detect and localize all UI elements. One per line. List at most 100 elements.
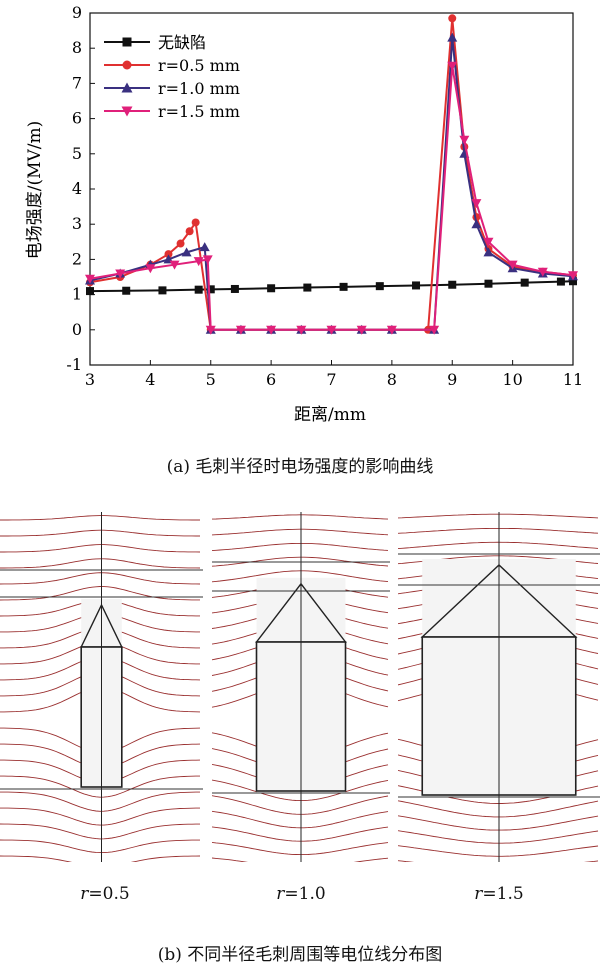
panel-label-r15: r=1.5	[474, 884, 524, 904]
data-point	[267, 284, 276, 293]
data-point	[158, 286, 167, 295]
equipotential-line	[398, 830, 599, 844]
equipotential-line	[212, 528, 389, 536]
data-point	[122, 286, 131, 295]
data-point	[145, 264, 156, 274]
y-tick-label: 3	[72, 214, 82, 233]
x-tick-label: 5	[206, 370, 216, 389]
data-point	[483, 247, 494, 257]
caption-b: (b) 不同半径毛刺周围等电位线分布图	[157, 945, 443, 965]
data-point	[339, 282, 348, 291]
series-3	[85, 61, 578, 335]
y-tick-label: 5	[72, 144, 82, 163]
potential-plot-r05	[0, 512, 203, 862]
data-point	[459, 135, 470, 145]
equipotential-line	[398, 513, 599, 519]
equipotential-line	[212, 795, 389, 815]
legend-entry: r=0.5 mm	[158, 56, 240, 75]
legend-entry: r=1.5 mm	[158, 102, 240, 121]
potential-plot-r15	[398, 512, 600, 862]
data-point	[447, 32, 458, 42]
equipotential-line	[0, 823, 200, 840]
equipotential-line	[398, 800, 599, 818]
equipotential-line	[0, 544, 201, 553]
data-point	[448, 280, 457, 289]
equipotential-line	[212, 826, 389, 842]
data-point	[471, 199, 482, 209]
field-strength-chart: 3 4 5 6 7 8 9 10 11 -1 0 1 2 3 4 5 6 7 8 9 无缺陷 r=0.5 mm r=1.0…	[25, 3, 583, 425]
data-point	[169, 260, 180, 270]
x-tick-label: 9	[447, 370, 457, 389]
y-tick-label: 1	[72, 285, 82, 304]
data-point	[122, 60, 132, 70]
data-point	[303, 283, 312, 292]
equipotential-line	[0, 515, 200, 521]
y-tick-label: -1	[66, 355, 82, 374]
y-tick-label: 6	[72, 109, 82, 128]
data-point	[235, 325, 246, 335]
data-point	[191, 218, 200, 227]
equipotential-line	[0, 529, 200, 537]
potential-plot-r10	[212, 512, 390, 862]
x-tick-label: 10	[502, 370, 522, 389]
data-point	[429, 325, 440, 335]
data-point	[520, 278, 529, 287]
data-point	[185, 227, 194, 236]
equipotential-line	[398, 845, 599, 857]
data-point	[202, 255, 213, 265]
x-axis-label: 距离/mm	[294, 405, 366, 425]
data-point	[193, 257, 204, 267]
potential-panel-r15	[398, 512, 600, 862]
equipotential-line	[0, 807, 200, 826]
chart-axes: 3 4 5 6 7 8 9 10 11 -1 0 1 2 3 4 5 6 7 8 9	[66, 3, 583, 389]
equipotential-line	[0, 572, 201, 585]
panel-label-r05: r=0.5	[80, 884, 130, 904]
y-tick-label: 0	[72, 320, 82, 339]
equipotential-line	[212, 570, 389, 583]
data-point	[484, 279, 493, 288]
equipotential-line	[0, 775, 200, 798]
potential-panel-r05	[0, 512, 203, 862]
equipotential-line	[212, 857, 389, 862]
equipotential-line	[0, 839, 200, 854]
equipotential-line	[212, 841, 389, 856]
data-point	[230, 284, 239, 293]
data-point	[86, 287, 94, 296]
data-point	[115, 269, 126, 279]
equipotential-line	[0, 558, 201, 569]
y-tick-label: 4	[72, 179, 82, 198]
equipotential-line	[398, 541, 599, 550]
data-point	[507, 260, 518, 270]
chart-series	[85, 14, 578, 335]
legend-entry: r=1.0 mm	[158, 79, 240, 98]
data-point	[164, 250, 173, 259]
data-point	[537, 267, 548, 277]
x-tick-label: 11	[563, 370, 583, 389]
series-0	[86, 277, 577, 296]
data-point	[194, 285, 203, 294]
data-point	[412, 281, 421, 290]
caption-a: (a) 毛刺半径时电场强度的影响曲线	[166, 457, 434, 477]
x-tick-label: 7	[326, 370, 336, 389]
equipotential-line	[0, 855, 201, 862]
data-point	[199, 242, 210, 252]
equipotential-line	[212, 542, 389, 552]
data-point	[386, 325, 397, 335]
data-point	[122, 37, 132, 47]
data-point	[375, 282, 384, 291]
y-axis-label: 电场强度/(MV/m)	[25, 121, 45, 260]
equipotential-line	[398, 815, 599, 831]
data-point	[205, 325, 216, 335]
data-point	[266, 325, 277, 335]
equipotential-line	[0, 586, 200, 601]
legend-entry: 无缺陷	[158, 33, 206, 52]
data-point	[296, 325, 307, 335]
equipotential-line	[212, 779, 389, 802]
data-point	[121, 106, 133, 117]
data-point	[471, 219, 482, 229]
data-point	[326, 325, 337, 335]
data-point	[483, 237, 494, 247]
data-point	[569, 277, 577, 286]
data-point	[356, 325, 367, 335]
data-point	[448, 14, 457, 23]
